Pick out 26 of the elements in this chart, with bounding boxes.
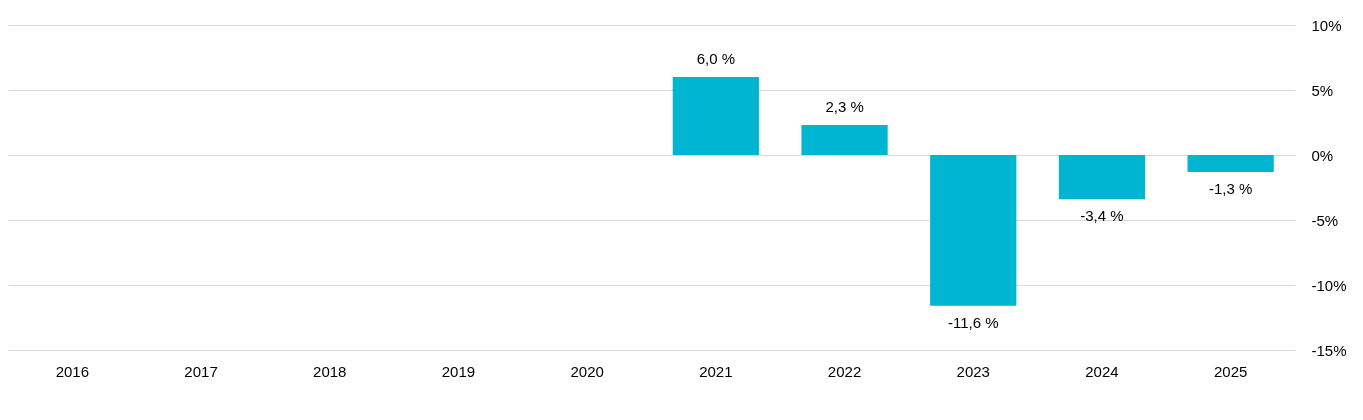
y-tick-label: 5% — [1311, 81, 1334, 99]
bar — [1187, 155, 1274, 172]
bar — [930, 155, 1017, 306]
x-tick-label: 2016 — [55, 362, 90, 380]
x-tick-label: 2020 — [570, 362, 604, 380]
y-tick-label: 0% — [1311, 146, 1334, 164]
y-tick-label: -5% — [1311, 211, 1339, 229]
x-tick-label: 2017 — [184, 362, 218, 380]
data-label: -11,6 % — [947, 313, 999, 331]
x-tick-label: 2018 — [313, 362, 347, 380]
y-tick-label: -10% — [1311, 276, 1347, 294]
bar — [801, 125, 888, 155]
x-tick-label: 2023 — [956, 362, 990, 380]
x-tick-label: 2021 — [699, 362, 733, 380]
bar — [1058, 155, 1146, 200]
data-label: 2,3 % — [825, 98, 864, 116]
x-tick-label: 2022 — [827, 362, 862, 380]
x-tick-label: 2024 — [1085, 362, 1119, 380]
data-label: -3,4 % — [1080, 207, 1124, 225]
data-label: -1,3 % — [1208, 179, 1253, 197]
y-tick-label: 10% — [1311, 16, 1342, 34]
bar — [672, 77, 759, 155]
x-tick-label: 2025 — [1213, 362, 1248, 380]
y-tick-label: -15% — [1311, 341, 1347, 359]
data-label: 6,0 % — [696, 50, 736, 67]
x-tick-label: 2019 — [441, 362, 476, 380]
